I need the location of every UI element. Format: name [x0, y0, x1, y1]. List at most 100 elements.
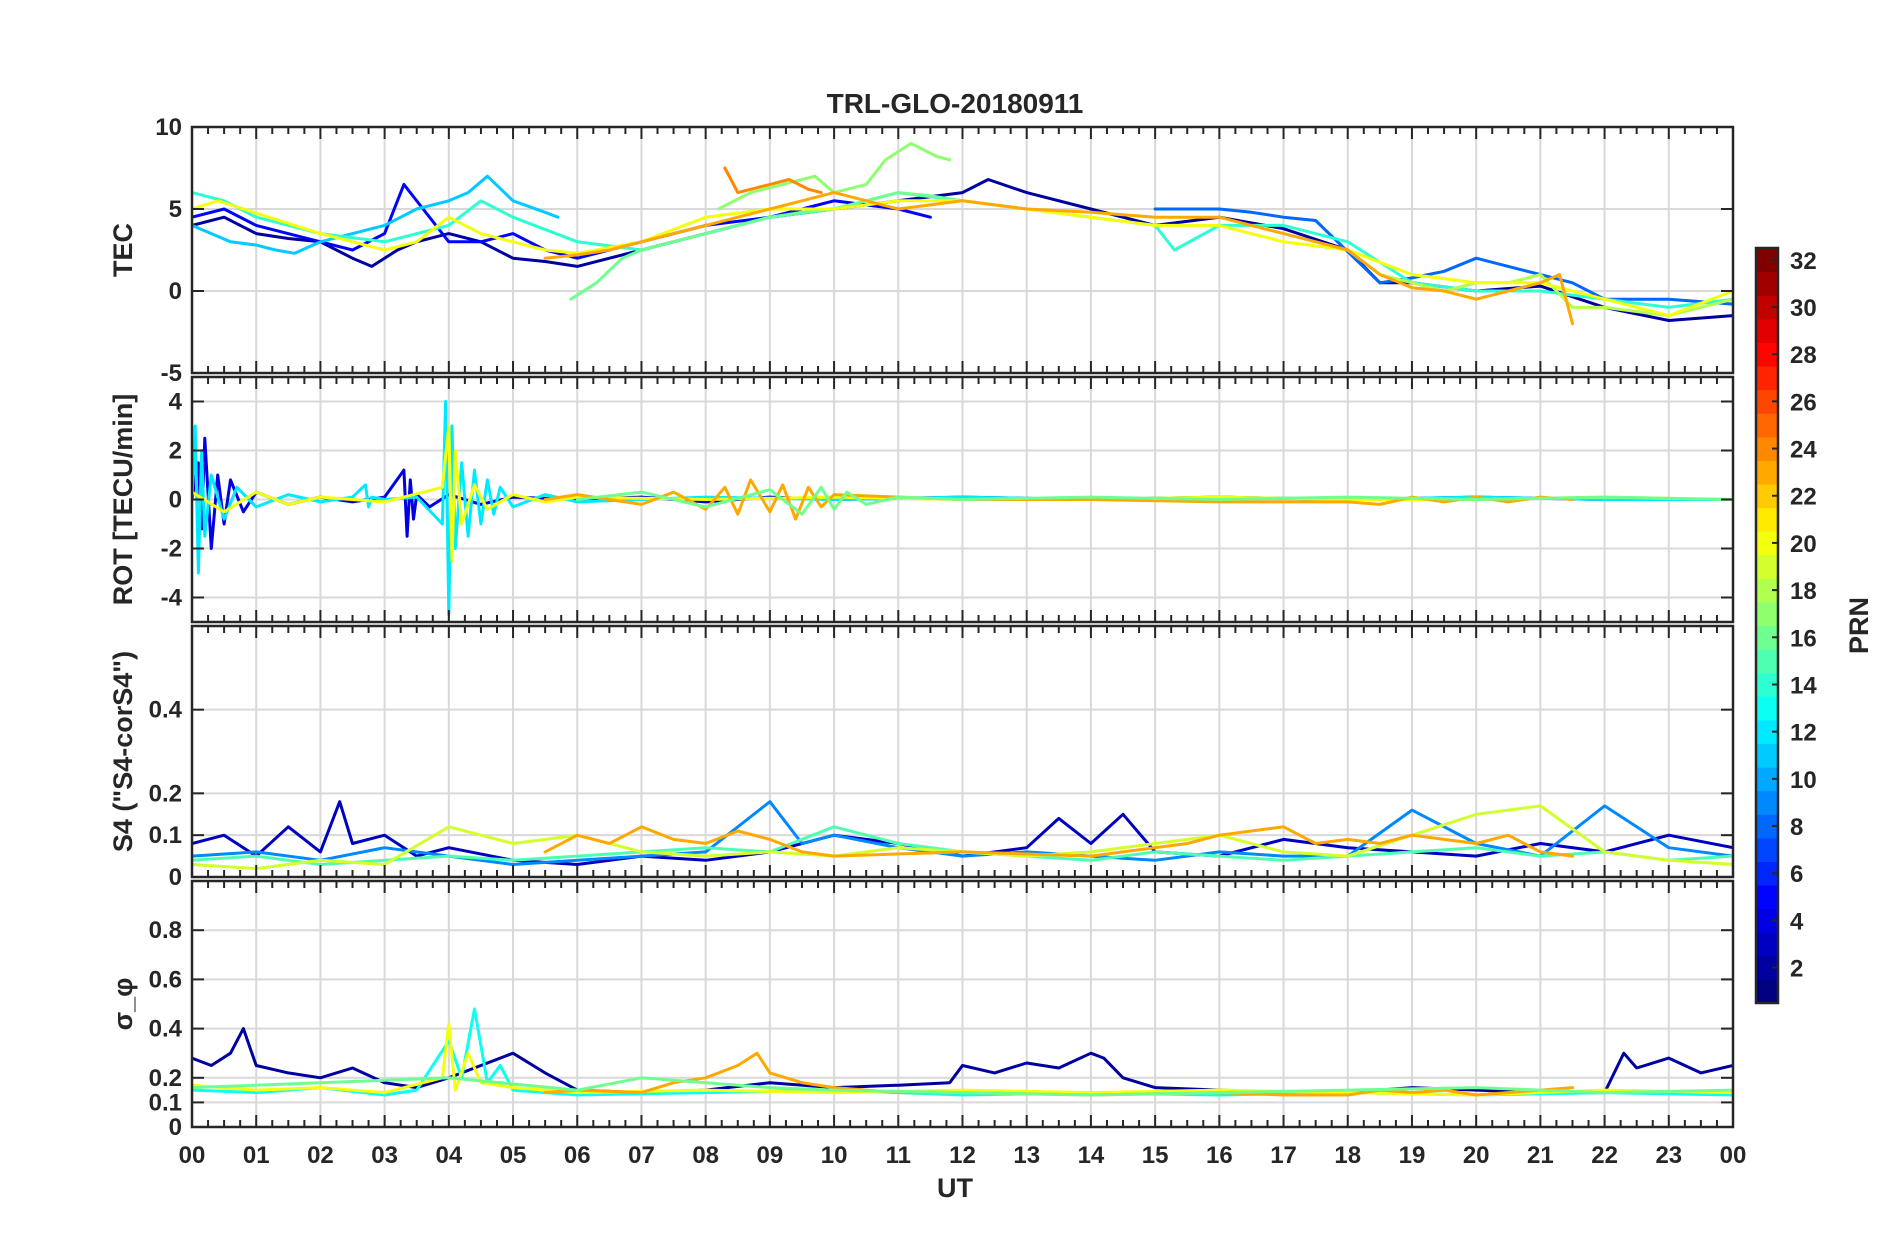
colorbar-tick-label: 32: [1790, 248, 1817, 275]
x-tick-label: 05: [500, 1142, 527, 1169]
panel-4: 00.10.2 0.4 0.6 0.8 σ_φ: [108, 879, 1735, 1141]
colorbar-segment: [1756, 625, 1778, 650]
y-tick-label: -5: [161, 360, 182, 387]
y-tick-label: 0.2: [149, 1065, 182, 1092]
colorbar-segment: [1756, 908, 1778, 933]
colorbar-segment: [1756, 672, 1778, 697]
y-tick-label: 0.1: [149, 1089, 182, 1116]
colorbar-segment: [1756, 601, 1778, 627]
series-line-prn-2: [192, 1027, 1733, 1095]
y-axis-label: ROT [TECU/min]: [108, 394, 138, 605]
x-tick-label: 06: [564, 1142, 591, 1169]
series-line-prn-16: [192, 1076, 1733, 1097]
colorbar-segment: [1756, 837, 1778, 863]
x-tick-label: 14: [1078, 1142, 1105, 1169]
colorbar-segment: [1756, 271, 1778, 296]
x-tick-label: 18: [1334, 1142, 1361, 1169]
colorbar-tick-label: 14: [1790, 672, 1817, 699]
series-group: [192, 1007, 1733, 1097]
colorbar-segment: [1756, 507, 1778, 532]
colorbar-tick-label: 10: [1790, 767, 1817, 794]
colorbar-segment: [1756, 790, 1778, 815]
series-group: [192, 141, 1733, 326]
series-line-prn-11: [192, 174, 560, 255]
colorbar-segment: [1756, 554, 1778, 579]
x-tick-label: 08: [692, 1142, 719, 1169]
colorbar-segment: [1756, 932, 1778, 957]
y-tick-label: 0.4: [149, 1016, 183, 1043]
x-tick-label: 09: [757, 1142, 784, 1169]
panel-frame: [190, 375, 1735, 624]
colorbar-frame: [1754, 246, 1780, 1005]
y-tick-label: 0: [169, 278, 182, 305]
x-tick-label: 07: [628, 1142, 655, 1169]
colorbar-label: PRN: [1844, 597, 1874, 654]
colorbar-segment: [1756, 413, 1778, 438]
colorbar-segment: [1756, 885, 1778, 910]
x-tick-label: 13: [1013, 1142, 1040, 1169]
y-tick-label: 0: [169, 864, 182, 891]
colorbar-tick-label: 24: [1790, 437, 1817, 464]
series-line-prn-17: [717, 141, 952, 211]
colorbar-segment: [1756, 531, 1778, 556]
panel-1: -5 0 5 10 TEC: [108, 114, 1735, 387]
y-tick-label: 0.1: [149, 822, 182, 849]
x-tick-label: 16: [1206, 1142, 1233, 1169]
x-tick-label: 17: [1270, 1142, 1297, 1169]
series-line-prn-16: [575, 485, 1733, 516]
y-tick-label: 0.4: [149, 697, 183, 724]
colorbar-tick-label: 12: [1790, 720, 1817, 747]
colorbar-tick-label: 18: [1790, 578, 1817, 605]
colorbar-tick-label: 8: [1790, 814, 1803, 841]
y-tick-label: 0: [169, 1114, 182, 1141]
colorbar-segment: [1756, 979, 1778, 1004]
series-line-prn-16: [569, 191, 964, 301]
colorbar-segment: [1756, 342, 1778, 367]
colorbar-segment: [1756, 955, 1778, 981]
x-tick-labels: 00 01 02 03 04 05 06 07 08 09 10 11 12 13 14 15 16 17 18 19…: [179, 1142, 1747, 1169]
x-tick-label: 21: [1527, 1142, 1554, 1169]
colorbar-segment: [1756, 649, 1778, 674]
series-line-prn-23: [543, 191, 1574, 326]
colorbar-segment: [1756, 861, 1778, 886]
colorbar-segment: [1756, 578, 1778, 603]
x-tick-label: 10: [821, 1142, 848, 1169]
y-tick-label: 10: [155, 114, 182, 141]
colorbar-tick-label: 6: [1790, 861, 1803, 888]
colorbar-tick-label: 28: [1790, 342, 1817, 369]
series-line-prn-20: [192, 1022, 1733, 1097]
colorbar-segment: [1756, 719, 1778, 745]
series-group: [192, 800, 1733, 871]
x-tick-label: 02: [307, 1142, 334, 1169]
colorbar-segment: [1756, 436, 1778, 461]
x-tick-label: 19: [1399, 1142, 1426, 1169]
colorbar-tick-label: 22: [1790, 484, 1817, 511]
panel-frame: [190, 125, 1735, 375]
x-tick-label: 01: [243, 1142, 270, 1169]
colorbar-segment: [1756, 460, 1778, 485]
colorbar-tick-label: 2: [1790, 956, 1803, 983]
x-tick-label: 04: [435, 1142, 462, 1169]
y-tick-label: 5: [169, 196, 182, 223]
colorbar-tick-label: 30: [1790, 295, 1817, 322]
y-axis-label: σ_φ: [108, 978, 138, 1031]
series-line-prn-23: [543, 478, 1574, 521]
colorbar-tick-label: 20: [1790, 531, 1817, 558]
y-tick-label: 0.8: [149, 917, 182, 944]
colorbar-tick-label: 4: [1790, 908, 1804, 935]
colorbar-tick-label: 16: [1790, 625, 1817, 652]
colorbar-segment: [1756, 696, 1778, 721]
x-tick-label: 23: [1655, 1142, 1682, 1169]
y-tick-label: 0: [169, 487, 182, 514]
y-tick-label: 0.2: [149, 780, 182, 807]
y-tick-label: -4: [161, 585, 183, 612]
panel-frame: [190, 879, 1735, 1129]
series-line-prn-23: [543, 825, 1574, 858]
colorbar-segment: [1756, 295, 1778, 320]
x-tick-label: 00: [1720, 1142, 1747, 1169]
x-axis-label: UT: [937, 1173, 973, 1203]
colorbar-segment: [1756, 248, 1778, 273]
chart-title: TRL-GLO-20180911: [827, 88, 1084, 119]
